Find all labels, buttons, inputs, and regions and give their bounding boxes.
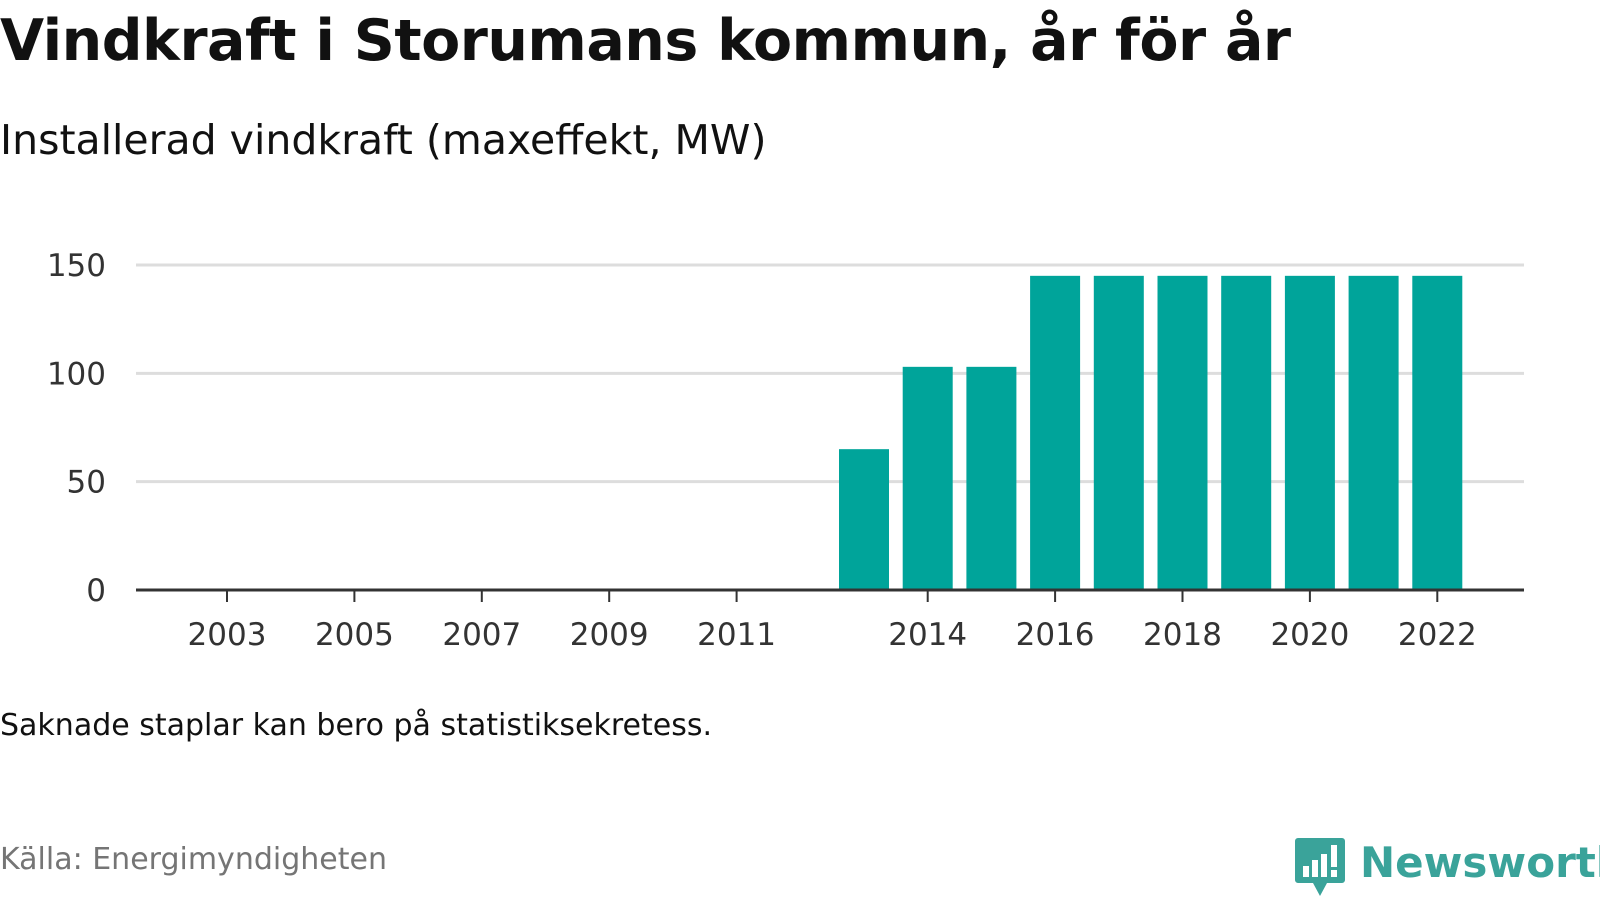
bar-2020 bbox=[1284, 275, 1335, 590]
bar-2021 bbox=[1348, 275, 1399, 590]
x-tick-label: 2018 bbox=[1143, 617, 1222, 653]
source-credit: Källa: Energimyndigheten bbox=[0, 842, 387, 877]
x-tick-label: 2003 bbox=[188, 617, 267, 653]
y-tick-label: 50 bbox=[67, 465, 106, 501]
x-tick-label: 2007 bbox=[442, 617, 521, 653]
bars bbox=[839, 275, 1463, 590]
footnote: Saknade staplar kan bero på statistiksek… bbox=[0, 708, 713, 743]
bar-2015 bbox=[966, 366, 1017, 590]
bar-2022 bbox=[1412, 275, 1463, 590]
bar-2013 bbox=[839, 449, 889, 590]
bar-chart: 0 50 100 150 2003 2005 2007 2009 2011 2014 2016 201… bbox=[47, 248, 1524, 653]
x-tick-label: 2014 bbox=[888, 617, 967, 653]
bar-2019 bbox=[1221, 275, 1272, 590]
bar-2017 bbox=[1093, 275, 1144, 590]
bar-2018 bbox=[1157, 275, 1208, 590]
bar-2016 bbox=[1030, 275, 1081, 590]
chart-title: Vindkraft i Storumans kommun, år för år bbox=[0, 8, 1291, 74]
y-tick-label: 0 bbox=[86, 573, 106, 609]
x-tick-label: 2009 bbox=[570, 617, 649, 653]
brand-name: Newsworthy bbox=[1360, 838, 1600, 887]
x-tick-label: 2022 bbox=[1398, 617, 1477, 653]
chart-subtitle: Installerad vindkraft (maxeffekt, MW) bbox=[0, 116, 767, 164]
x-tick-label: 2020 bbox=[1270, 617, 1349, 653]
y-tick-label: 100 bbox=[47, 356, 106, 392]
y-tick-label: 150 bbox=[47, 248, 106, 284]
x-tick-label: 2016 bbox=[1016, 617, 1095, 653]
bar-chart-speech-bubble-icon bbox=[1295, 838, 1345, 896]
axes: 0 50 100 150 2003 2005 2007 2009 2011 2014 2016 201… bbox=[47, 248, 1524, 653]
x-tick-label: 2005 bbox=[315, 617, 394, 653]
newsworthy-logo: Newsworthy bbox=[1294, 836, 1600, 906]
bar-2014 bbox=[902, 366, 953, 590]
x-tick-label: 2011 bbox=[697, 617, 776, 653]
